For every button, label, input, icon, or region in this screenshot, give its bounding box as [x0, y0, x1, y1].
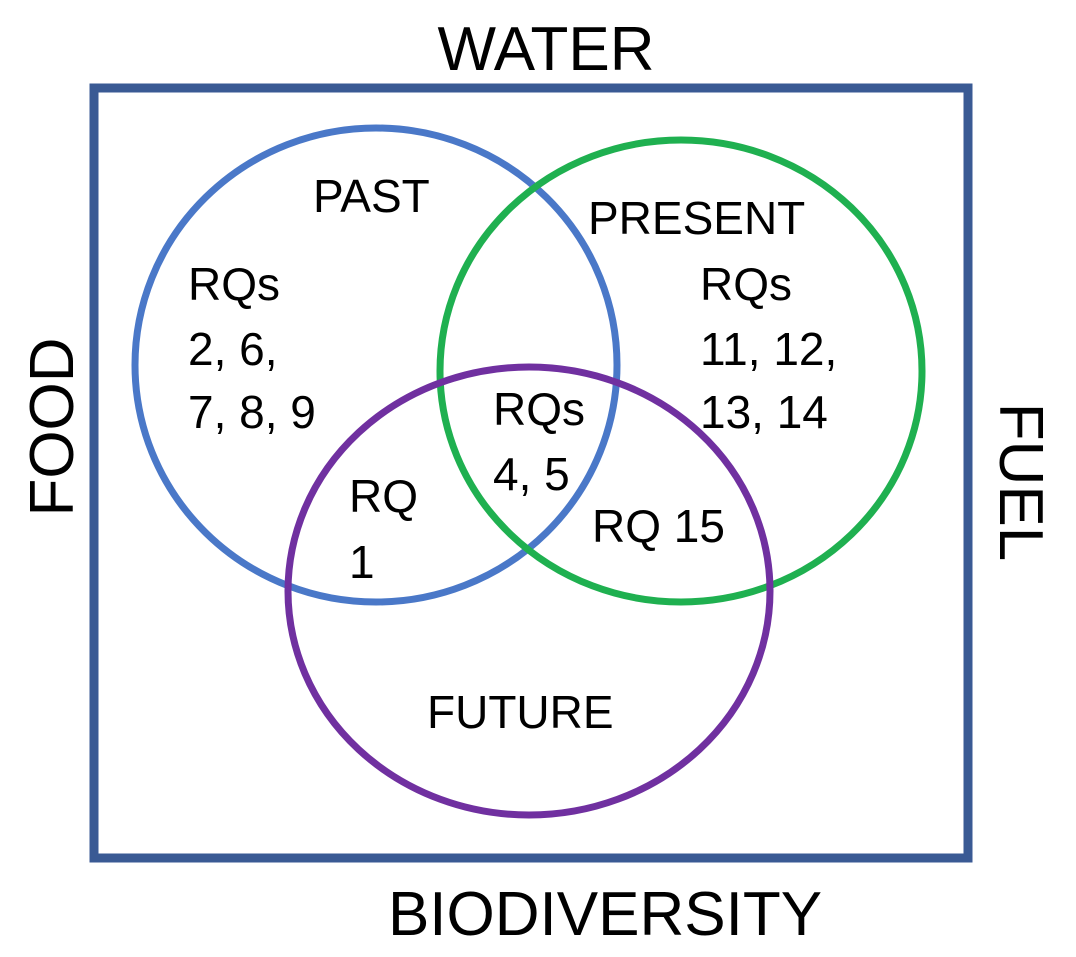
region-text: 7, 8, 9	[188, 386, 316, 438]
region-text: 1	[349, 536, 375, 588]
frame	[89, 83, 973, 863]
region-text: 11, 12,	[700, 323, 837, 375]
right-label: FUEL	[986, 403, 1055, 561]
future-circle	[284, 363, 774, 819]
region-text: RQ 15	[592, 500, 725, 552]
region-text: RQ	[349, 470, 418, 522]
region-text: 2, 6,	[188, 323, 278, 375]
past-circle	[131, 124, 621, 606]
present-circle	[436, 136, 926, 606]
region-text: RQs	[700, 258, 792, 310]
region-text: RQs	[493, 383, 585, 435]
bottom-label: BIODIVERSITY	[388, 880, 822, 949]
circle-label: PRESENT	[588, 192, 805, 244]
left-label: FOOD	[18, 337, 87, 516]
top-label: WATER	[438, 15, 655, 84]
circle-label: FUTURE	[427, 686, 614, 738]
region-text: 4, 5	[493, 448, 570, 500]
region-text: 13, 14	[700, 386, 828, 438]
circle-label: PAST	[313, 170, 430, 222]
region-text: RQs	[188, 258, 280, 310]
